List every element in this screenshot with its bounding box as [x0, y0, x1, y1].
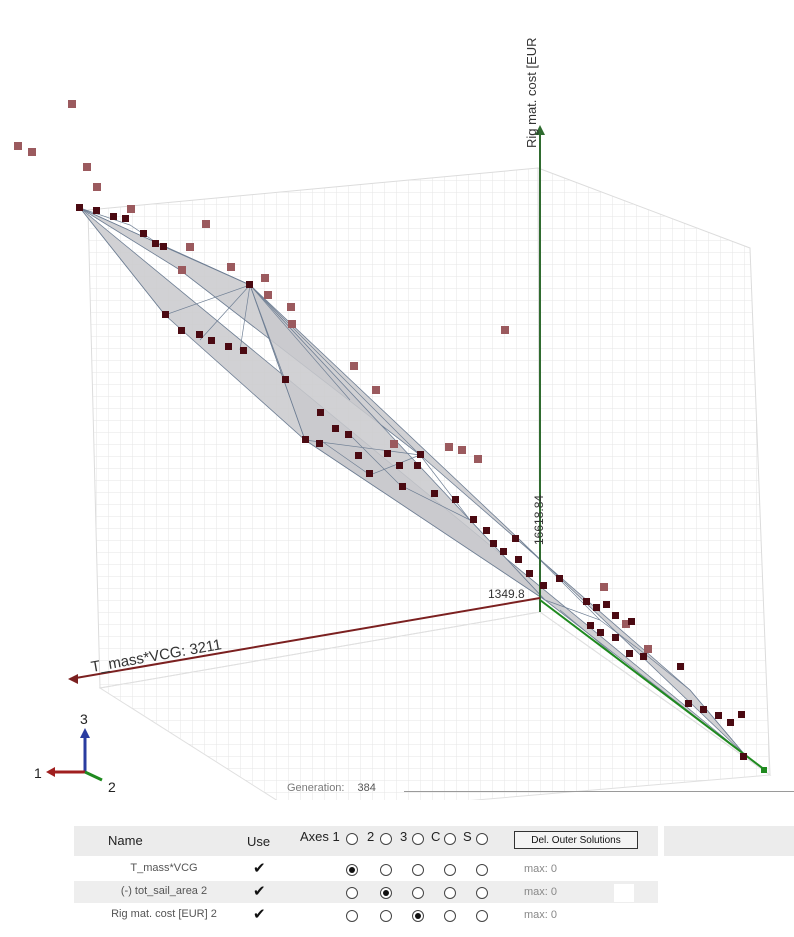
3d-viewport[interactable]: Rig mat. cost [EUR T_mass*VCG: 3211 1661…	[0, 0, 794, 800]
header-use: Use	[247, 834, 271, 849]
row1-axis-1-radio[interactable]	[346, 887, 358, 899]
generation-indicator: Generation: 384	[287, 782, 376, 794]
x-axis-arrow	[68, 674, 78, 684]
row1-axis-c-radio[interactable]	[444, 887, 456, 899]
row1-axis-2-radio[interactable]	[380, 887, 392, 899]
objectives-table: Name Use Axes 1 2 3 C S Del. Outer Solut…	[0, 818, 794, 937]
row0-axis-c-radio[interactable]	[444, 864, 456, 876]
header-axes-c: C	[431, 829, 441, 844]
generation-value: 384	[357, 782, 376, 794]
row0-axis-3-radio[interactable]	[412, 864, 424, 876]
header-axes-s: S	[463, 829, 472, 844]
header-name: Name	[108, 833, 143, 848]
y-axis-line	[539, 599, 766, 771]
generation-label: Generation:	[287, 782, 345, 794]
floor-grid	[98, 611, 772, 800]
z-axis-label: Rig mat. cost [EUR	[524, 37, 539, 148]
triad-label-y: 2	[108, 779, 116, 795]
row2-axis-s-radio[interactable]	[476, 910, 488, 922]
max-input-box[interactable]	[614, 884, 634, 902]
row-name: (-) tot_sail_area 2	[120, 885, 208, 897]
row0-axis-2-radio[interactable]	[380, 864, 392, 876]
row1-axis-3-radio[interactable]	[412, 887, 424, 899]
use-check[interactable]: ✔	[253, 906, 266, 923]
z-axis-arrow	[535, 125, 545, 135]
pareto-points	[76, 204, 747, 760]
row-name: T_mass*VCG	[130, 862, 198, 874]
use-check[interactable]: ✔	[253, 883, 266, 900]
table-header-bg-right	[664, 826, 794, 856]
orientation-triad: 3 1 2	[34, 711, 116, 795]
table-row	[74, 881, 658, 903]
pareto-3d-plot[interactable]: Rig mat. cost [EUR T_mass*VCG: 3211 1661…	[0, 0, 794, 800]
triad-label-z: 3	[80, 711, 88, 727]
header-axes-3: 3	[400, 829, 408, 844]
header-radio-c[interactable]	[444, 833, 456, 845]
del-outer-solutions-button[interactable]: Del. Outer Solutions	[514, 831, 638, 849]
header-axes-2: 2	[367, 829, 375, 844]
header-radio-s[interactable]	[476, 833, 488, 845]
row2-axis-2-radio[interactable]	[380, 910, 392, 922]
row2-axis-1-radio[interactable]	[346, 910, 358, 922]
row0-axis-s-radio[interactable]	[476, 864, 488, 876]
generation-slider-track[interactable]	[404, 791, 794, 792]
x-axis-line	[69, 597, 541, 680]
row-name: Rig mat. cost [EUR] 2	[111, 908, 217, 920]
table-row	[74, 858, 658, 880]
row0-axis-1-radio[interactable]	[346, 864, 358, 876]
origin-value: 1349.8	[488, 587, 525, 601]
row-max: max: 0	[524, 909, 558, 921]
row-max: max: 0	[524, 863, 558, 875]
triad-label-x: 1	[34, 765, 42, 781]
table-row	[74, 904, 658, 926]
header-radio-3[interactable]	[412, 833, 424, 845]
surface-mesh-lines	[79, 207, 746, 756]
row2-axis-c-radio[interactable]	[444, 910, 456, 922]
row1-axis-s-radio[interactable]	[476, 887, 488, 899]
z-axis-value: 16618.84	[532, 495, 546, 545]
header-axes-1: Axes 1	[300, 829, 340, 844]
row2-axis-3-radio[interactable]	[412, 910, 424, 922]
header-radio-1[interactable]	[346, 833, 358, 845]
y-axis-end	[761, 767, 767, 773]
row-max: max: 0	[524, 886, 558, 898]
use-check[interactable]: ✔	[253, 860, 266, 877]
header-radio-2[interactable]	[380, 833, 392, 845]
outer-points	[14, 100, 652, 653]
